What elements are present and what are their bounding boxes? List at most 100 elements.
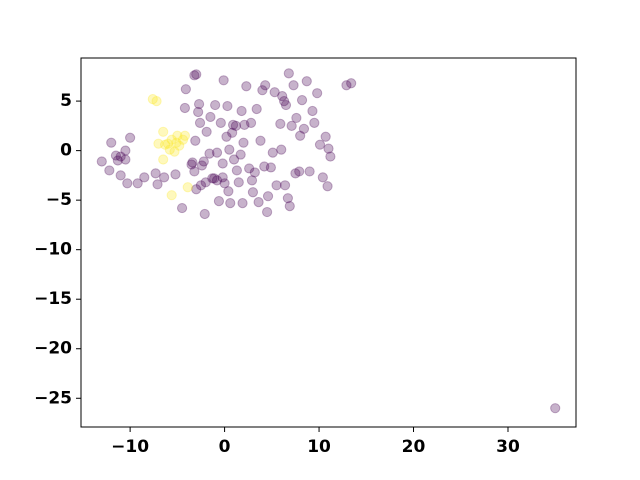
- point: [193, 98, 205, 110]
- point: [120, 154, 131, 165]
- point: [158, 154, 169, 165]
- point: [314, 139, 326, 150]
- point: [194, 117, 206, 128]
- point: [204, 148, 215, 159]
- point: [307, 105, 318, 117]
- point: [182, 182, 193, 193]
- point: [139, 172, 150, 183]
- point: [288, 80, 299, 91]
- point: [191, 69, 202, 80]
- point: [190, 135, 201, 146]
- point: [323, 143, 334, 154]
- point: [298, 123, 310, 134]
- point: [284, 200, 295, 212]
- x-tick-label: 20: [402, 437, 426, 457]
- point: [193, 106, 204, 118]
- point: [244, 163, 255, 174]
- point: [255, 135, 266, 146]
- point: [224, 144, 235, 155]
- point: [246, 175, 258, 186]
- point: [283, 68, 294, 79]
- point: [195, 180, 207, 191]
- point: [341, 80, 352, 91]
- point: [125, 132, 136, 143]
- point: [177, 134, 189, 145]
- x-tick-label: 0: [219, 437, 231, 457]
- point: [279, 180, 291, 191]
- point: [211, 175, 223, 186]
- point: [261, 206, 273, 218]
- point: [296, 95, 308, 106]
- y-tick-label: −25: [34, 388, 72, 408]
- point: [325, 151, 336, 162]
- point: [132, 178, 143, 189]
- point: [96, 156, 107, 167]
- point: [230, 120, 242, 131]
- point: [236, 105, 247, 117]
- point: [215, 117, 226, 128]
- y-tick-label: 5: [60, 91, 72, 111]
- point: [249, 167, 260, 178]
- point: [179, 102, 191, 114]
- point: [227, 127, 238, 138]
- point: [276, 144, 287, 155]
- point: [309, 117, 320, 128]
- point: [317, 172, 328, 183]
- plot-frame: [80, 57, 577, 428]
- point: [231, 165, 242, 176]
- point: [104, 165, 115, 176]
- point: [277, 91, 288, 102]
- point: [166, 134, 177, 145]
- point: [174, 140, 185, 151]
- point: [122, 178, 133, 189]
- point: [267, 147, 278, 158]
- point: [189, 166, 200, 177]
- point: [211, 147, 223, 158]
- point: [282, 193, 293, 204]
- point: [312, 88, 323, 99]
- point: [115, 170, 126, 181]
- point: [171, 137, 182, 148]
- point: [279, 95, 290, 107]
- point: [150, 168, 161, 179]
- point: [225, 198, 236, 209]
- point: [238, 137, 249, 148]
- point: [346, 78, 357, 89]
- point: [210, 99, 221, 111]
- point: [172, 130, 183, 141]
- point: [198, 156, 209, 167]
- point: [170, 169, 181, 180]
- point: [176, 202, 188, 214]
- point: [290, 168, 301, 179]
- point: [280, 99, 292, 111]
- point: [162, 138, 174, 149]
- point: [213, 196, 225, 207]
- point: [151, 95, 162, 107]
- y-tick-label: −15: [34, 289, 72, 309]
- point: [147, 94, 158, 105]
- y-tick-label: −10: [34, 240, 72, 260]
- point: [186, 159, 197, 170]
- point: [228, 154, 240, 165]
- point: [199, 208, 210, 220]
- point: [222, 100, 233, 112]
- point: [115, 151, 126, 162]
- point: [158, 126, 169, 137]
- point: [112, 155, 123, 166]
- point: [207, 173, 218, 184]
- point: [233, 177, 244, 188]
- point: [322, 181, 333, 192]
- point: [196, 160, 208, 171]
- x-tick-label: 30: [496, 437, 520, 457]
- point: [217, 172, 228, 183]
- y-tick-label: −20: [34, 339, 72, 359]
- point: [169, 146, 180, 157]
- point: [269, 87, 280, 98]
- point: [550, 403, 561, 414]
- point: [106, 137, 117, 148]
- point: [291, 112, 302, 124]
- point: [253, 197, 264, 208]
- point: [247, 187, 259, 198]
